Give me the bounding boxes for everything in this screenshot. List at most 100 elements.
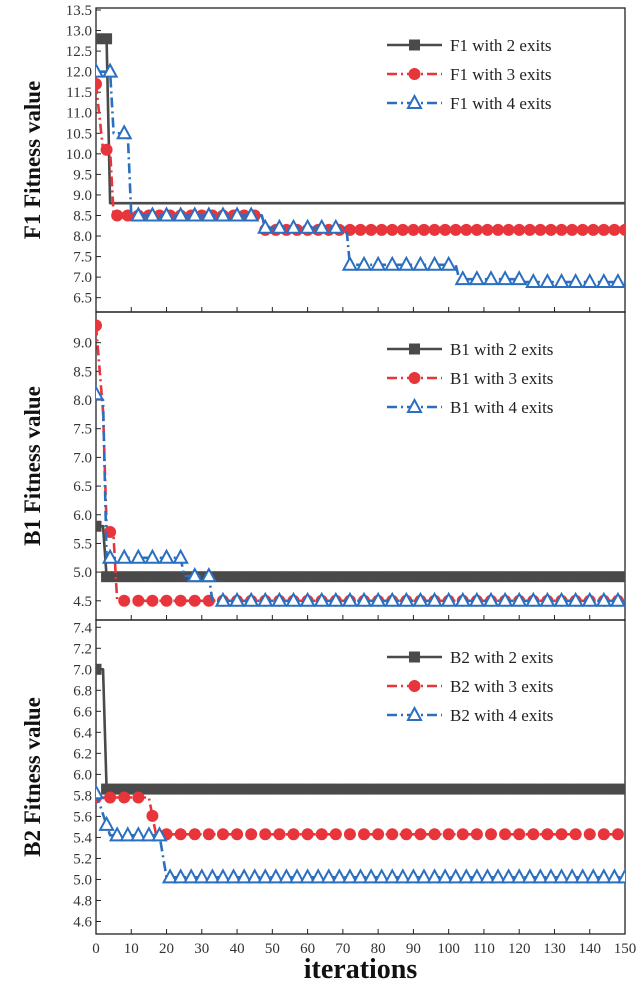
data-point xyxy=(525,591,542,607)
y-tick-label: 7.4 xyxy=(73,620,92,636)
data-point xyxy=(301,828,314,841)
data-point xyxy=(278,868,295,884)
data-point xyxy=(217,783,229,795)
data-point xyxy=(327,591,344,607)
data-point xyxy=(101,33,113,45)
data-point xyxy=(158,206,175,222)
data-point xyxy=(412,591,429,607)
data-point xyxy=(523,223,536,236)
y-tick-label: 13.5 xyxy=(66,3,92,19)
data-point xyxy=(216,828,229,841)
y-tick-label: 5.2 xyxy=(73,851,92,867)
data-point xyxy=(144,206,161,222)
x-tick-label: 40 xyxy=(230,941,245,957)
data-point xyxy=(587,571,599,583)
data-point xyxy=(183,868,200,884)
x-axis-title: iterations xyxy=(304,954,418,985)
y-tick-label: 4.5 xyxy=(73,594,92,610)
y-tick-label: 9.0 xyxy=(73,188,92,204)
data-point xyxy=(407,223,420,236)
data-point xyxy=(111,783,123,795)
data-point xyxy=(511,591,528,607)
data-point xyxy=(460,783,472,795)
data-point xyxy=(96,33,102,45)
data-point xyxy=(299,868,316,884)
y-axis-title: F1 Fitness value xyxy=(20,81,45,239)
data-point xyxy=(460,571,472,583)
data-point xyxy=(587,783,599,795)
panel-b1: 4.5 5.0 5.5 6.0 6.5 7.0 7.5 8.0 8.5 9.0 B1 Fitness… xyxy=(20,311,626,621)
data-point xyxy=(556,571,568,583)
y-tick-label: 4.8 xyxy=(73,893,92,909)
data-point xyxy=(595,868,613,884)
data-point xyxy=(172,206,189,222)
data-point xyxy=(174,828,187,841)
data-point xyxy=(576,223,589,236)
legend-label: B2 with 3 exits xyxy=(450,677,553,696)
data-point xyxy=(313,591,330,607)
data-point xyxy=(257,868,274,884)
panel-f1: 6.5 7.0 7.5 8.0 8.5 9.0 9.5 10.0 10.5 11.0 11.5 12.… xyxy=(20,3,626,313)
plot-area xyxy=(96,319,625,607)
data-point xyxy=(355,783,366,795)
legend-marker xyxy=(408,68,421,80)
data-point xyxy=(595,272,613,289)
data-point xyxy=(249,571,261,583)
legend-label: B2 with 2 exits xyxy=(450,648,553,667)
data-point xyxy=(428,828,441,841)
data-point xyxy=(122,783,134,795)
data-point xyxy=(327,218,344,234)
data-point xyxy=(412,255,429,271)
y-tick-label: 5.0 xyxy=(73,872,92,888)
data-point xyxy=(553,591,570,607)
data-point xyxy=(302,783,314,795)
data-point xyxy=(426,255,443,271)
x-tick-label: 90 xyxy=(406,941,421,957)
data-point xyxy=(245,828,258,841)
data-point xyxy=(96,663,102,675)
data-point xyxy=(132,594,145,607)
data-point xyxy=(175,571,187,583)
legend: B2 with 2 exits B2 with 3 exits B2 with 4 … xyxy=(387,648,553,725)
data-point xyxy=(299,591,316,607)
y-tick-label: 8.5 xyxy=(73,364,92,380)
data-point xyxy=(470,828,483,841)
panel-b2: 4.6 4.8 5.0 5.2 5.4 5.6 5.8 6.0 6.2 6.4 6.6 6.8 7.0 7… xyxy=(20,619,626,935)
y-tick-label: 7.2 xyxy=(73,641,92,657)
data-point xyxy=(616,868,625,884)
series-2-exits xyxy=(96,33,625,205)
legend-marker xyxy=(408,680,421,692)
data-point xyxy=(315,828,328,841)
data-point xyxy=(312,783,324,795)
legend-item: F1 with 2 exits xyxy=(387,36,552,55)
y-tick-label: 11.5 xyxy=(66,85,92,101)
data-point xyxy=(454,591,471,607)
legend-label: F1 with 4 exits xyxy=(450,94,552,113)
data-point xyxy=(373,868,390,884)
data-point xyxy=(384,255,401,271)
data-point xyxy=(158,548,175,564)
data-point xyxy=(449,223,462,236)
data-point xyxy=(96,319,102,332)
y-tick-label: 5.4 xyxy=(73,830,92,846)
data-point xyxy=(539,272,556,289)
legend-item: B1 with 4 exits xyxy=(387,397,553,417)
x-tick-label: 60 xyxy=(300,941,315,957)
data-point xyxy=(285,218,302,234)
data-point xyxy=(442,828,455,841)
data-point xyxy=(440,255,457,271)
data-point xyxy=(456,828,469,841)
data-point xyxy=(471,571,483,583)
x-tick-label: 20 xyxy=(159,941,174,957)
data-point xyxy=(458,868,475,884)
y-tick-label: 4.6 xyxy=(73,914,92,930)
data-point xyxy=(130,206,147,222)
data-point xyxy=(597,828,610,841)
data-point xyxy=(414,828,427,841)
data-point xyxy=(341,868,359,884)
data-point xyxy=(545,571,557,583)
legend: F1 with 2 exits F1 with 3 exits F1 with 4 … xyxy=(387,36,552,113)
data-point xyxy=(312,571,324,583)
data-point xyxy=(242,206,260,222)
data-point xyxy=(450,783,462,795)
